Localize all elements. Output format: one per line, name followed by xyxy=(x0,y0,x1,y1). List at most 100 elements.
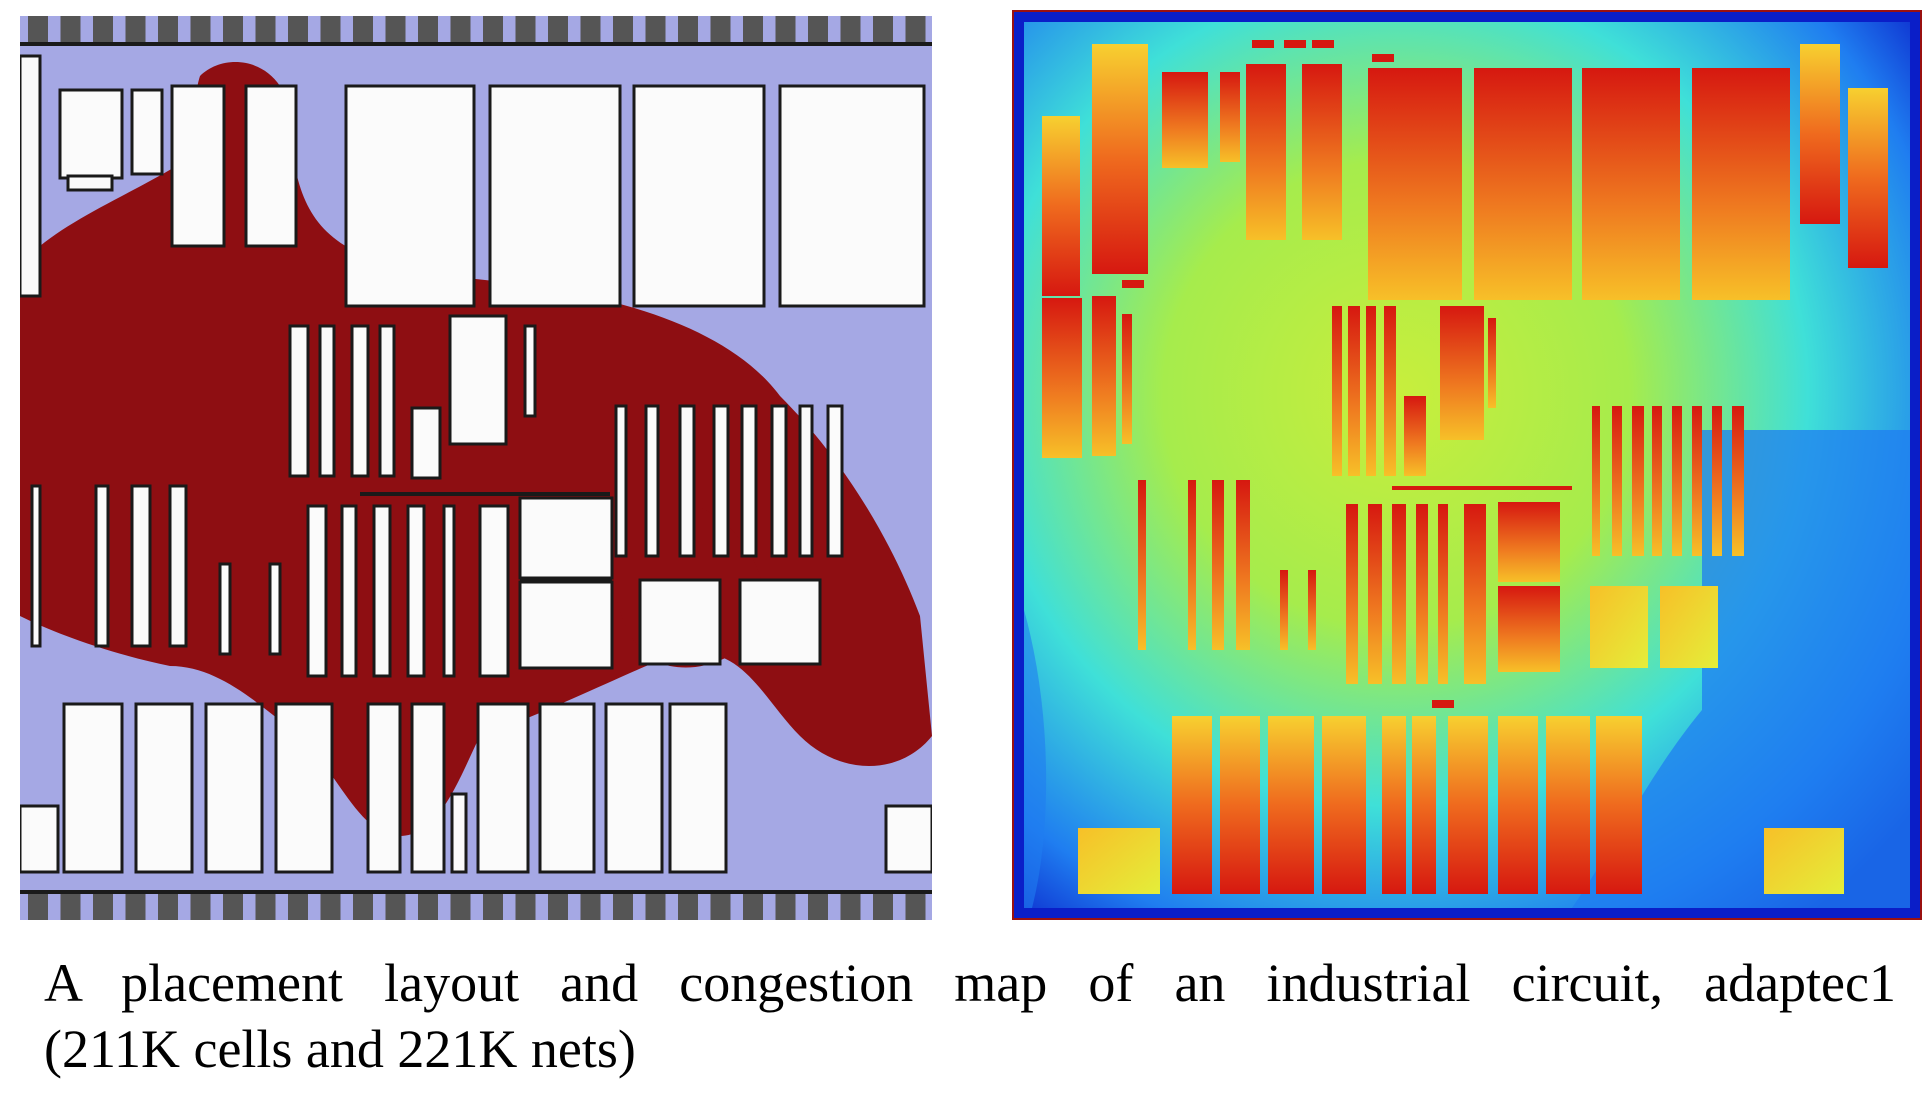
macro-block xyxy=(488,84,622,308)
macro-block xyxy=(778,84,926,308)
macro-block xyxy=(798,404,814,558)
macro-block xyxy=(58,88,124,180)
io-pad-bottom xyxy=(450,894,471,920)
congested-block xyxy=(1612,406,1622,556)
io-pad-bottom xyxy=(223,894,243,920)
io-pad-top xyxy=(905,16,926,42)
congestion-marker xyxy=(1372,54,1394,62)
congested-block xyxy=(1188,480,1196,650)
macro-block xyxy=(614,404,628,558)
congested-block xyxy=(1404,396,1426,476)
macro-block xyxy=(62,702,124,874)
congested-block xyxy=(1416,504,1428,684)
congested-block xyxy=(1692,406,1702,556)
io-pad-top xyxy=(255,16,276,42)
congested-block xyxy=(1368,504,1382,684)
congested-block xyxy=(1672,406,1682,556)
congested-block xyxy=(1366,306,1376,476)
congested-block xyxy=(1302,64,1342,240)
congested-block xyxy=(1498,586,1560,672)
io-pad-bottom xyxy=(515,894,536,920)
congested-block xyxy=(1448,716,1488,894)
io-pad-bottom xyxy=(483,894,503,920)
congested-block xyxy=(1632,406,1644,556)
io-pad-bottom xyxy=(418,894,438,920)
congested-block xyxy=(1590,586,1648,668)
io-pad-top xyxy=(385,16,406,42)
io-pad-top xyxy=(710,16,731,42)
io-pad-bottom xyxy=(255,894,276,920)
congested-block xyxy=(1392,504,1406,684)
macro-block xyxy=(20,804,60,874)
congestion-marker xyxy=(1432,700,1454,708)
congested-block xyxy=(1346,504,1358,684)
congestion-marker xyxy=(1122,280,1144,288)
congested-block xyxy=(1412,716,1436,894)
congested-block xyxy=(1440,306,1484,440)
io-pad-bottom xyxy=(613,894,633,920)
io-pad-bottom xyxy=(840,894,861,920)
io-pad-top xyxy=(190,16,211,42)
macro-block xyxy=(30,484,42,648)
io-pad-top xyxy=(775,16,796,42)
caption-line-2: (211K cells and 221K nets) xyxy=(44,1019,636,1079)
macro-block xyxy=(668,702,728,874)
congested-block xyxy=(1348,306,1360,476)
macro-block xyxy=(448,314,508,446)
io-pad-top xyxy=(515,16,536,42)
congested-block xyxy=(1474,68,1572,300)
congestion-map-plot xyxy=(1012,10,1922,920)
congested-block xyxy=(1212,480,1224,650)
macro-block xyxy=(344,84,476,308)
congested-block xyxy=(1172,716,1212,894)
macro-block xyxy=(378,324,396,478)
io-pad-top xyxy=(548,16,568,42)
congested-block xyxy=(1592,406,1600,556)
low-congestion-edge-left xyxy=(1024,610,1047,908)
caption-line-1: A placement layout and congestion map of… xyxy=(44,953,1896,1013)
congested-block xyxy=(1268,716,1314,894)
io-pad-top xyxy=(678,16,698,42)
io-pad-top xyxy=(320,16,341,42)
io-pad-top xyxy=(873,16,893,42)
macro-block xyxy=(306,504,328,678)
congestion-marker xyxy=(1312,40,1334,48)
macro-block xyxy=(712,404,730,558)
congested-block xyxy=(1382,716,1406,894)
macro-block xyxy=(604,702,664,874)
congested-block xyxy=(1800,44,1840,224)
io-pad-top xyxy=(60,16,81,42)
io-pad-bottom xyxy=(93,894,113,920)
macro-block xyxy=(130,88,164,176)
congested-block xyxy=(1384,306,1396,476)
macro-block xyxy=(770,404,788,558)
io-pad-top xyxy=(288,16,308,42)
macro-block xyxy=(740,404,758,558)
congested-block xyxy=(1246,64,1286,240)
congested-block xyxy=(1280,570,1288,650)
congestion-map-image xyxy=(1012,10,1922,920)
congested-block xyxy=(1732,406,1744,556)
congested-block xyxy=(1042,116,1080,296)
congested-block xyxy=(1220,716,1260,894)
macro-block xyxy=(518,580,614,670)
io-pad-bottom xyxy=(158,894,178,920)
io-pad-bottom xyxy=(678,894,698,920)
macro-block xyxy=(350,324,370,478)
congested-block xyxy=(1764,828,1844,894)
macro-block xyxy=(204,702,264,874)
macro-row-divider xyxy=(360,492,610,496)
congested-block xyxy=(1438,504,1448,684)
macro-block xyxy=(66,174,114,192)
macro-block xyxy=(678,404,696,558)
io-pad-bottom xyxy=(743,894,763,920)
placement-layout-plot xyxy=(20,16,932,920)
io-pad-top xyxy=(483,16,503,42)
congested-block xyxy=(1162,72,1208,168)
io-pad-top xyxy=(580,16,601,42)
congested-block xyxy=(1236,480,1250,650)
io-pad-top xyxy=(645,16,666,42)
macro-block xyxy=(632,84,766,308)
congested-block xyxy=(1848,88,1888,268)
macro-block xyxy=(268,562,282,656)
